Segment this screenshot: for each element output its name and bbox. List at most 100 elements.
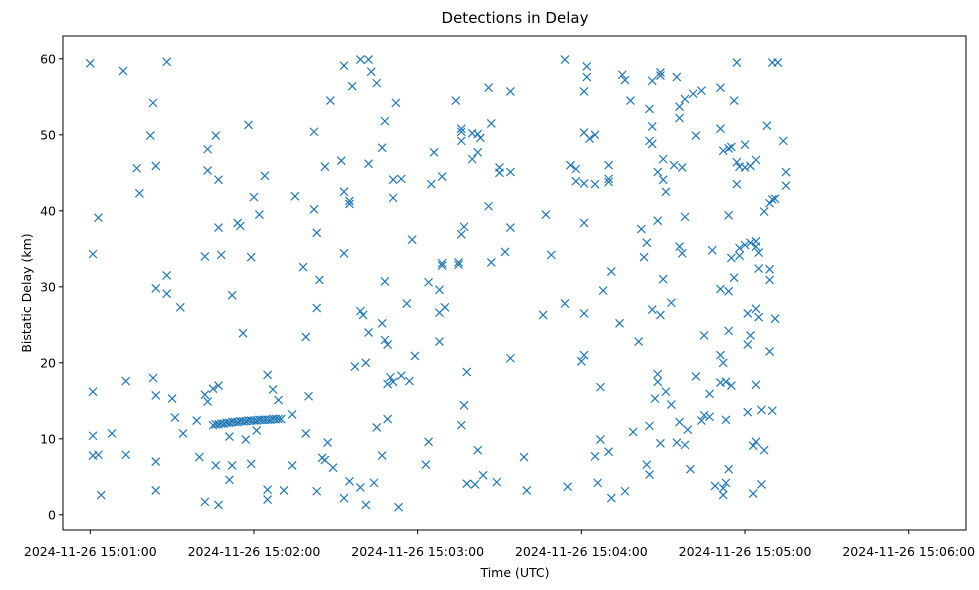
data-point [672,438,682,448]
data-point [459,222,469,232]
data-point [653,216,663,226]
data-point [756,405,766,415]
data-point [721,478,731,488]
data-point [396,371,406,381]
data-point [705,389,714,399]
data-point [546,250,556,260]
data-point [653,377,663,387]
data-point [339,187,349,197]
x-tick-label: 2024-11-26 15:01:00 [24,544,157,559]
data-point [301,429,311,438]
data-point [454,258,463,267]
data-point [541,210,551,220]
data-point [634,337,644,346]
data-point [238,328,248,338]
data-point [244,120,253,130]
data-point [579,179,589,188]
data-point [691,131,701,140]
data-point [454,260,463,270]
y-tick-label: 30 [40,279,56,294]
data-point [675,113,684,123]
data-point [462,367,472,377]
data-point [424,437,433,447]
data-point [759,207,769,216]
data-point [751,437,761,447]
data-point [339,61,349,71]
data-point [656,310,665,320]
data-point [647,139,657,149]
data-point [118,66,128,76]
data-point [328,463,338,473]
data-point [726,253,736,263]
data-point [675,102,684,112]
data-point [94,450,103,460]
data-point [606,267,616,277]
data-point [214,175,223,185]
data-point [194,452,204,462]
data-point [121,376,131,386]
data-point [647,122,657,131]
data-point [246,252,256,262]
data-point [754,264,764,273]
data-point [566,160,575,170]
data-point [410,351,420,361]
data-point [478,470,488,480]
data-point [364,327,373,337]
data-point [740,163,750,172]
data-point [492,477,502,487]
data-point [691,372,701,381]
data-point [636,224,646,234]
data-point [656,68,665,77]
data-point [435,285,444,295]
data-point [724,210,734,220]
data-point [519,452,529,462]
x-tick-label: 2024-11-26 15:05:00 [679,544,812,559]
data-point [740,240,750,250]
data-point [380,277,390,286]
data-point [451,96,461,106]
data-point [235,221,245,231]
data-point [615,318,624,328]
data-point [121,450,131,460]
data-point [781,167,791,177]
data-point [355,483,365,492]
data-point [680,440,690,450]
data-point [765,198,775,208]
data-point [658,175,668,185]
data-point [405,376,414,386]
data-point [473,445,483,455]
data-point [437,172,447,182]
data-point [151,283,161,293]
data-point [579,87,589,96]
y-tick-label: 10 [40,431,56,446]
data-point [88,387,98,397]
data-point [746,238,755,248]
data-point [724,464,734,474]
data-point [200,390,210,400]
data-point [456,136,466,146]
data-point [260,171,270,181]
data-point [402,299,412,308]
data-point [751,242,761,251]
data-point [440,302,450,312]
data-point [724,326,734,336]
data-point [298,262,308,272]
data-point [675,417,684,427]
y-axis-label: Bistatic Delay (km) [19,233,34,352]
data-point [677,163,687,172]
data-point [716,284,725,294]
data-point [505,167,515,177]
data-point [718,146,728,156]
data-point [456,420,466,430]
data-point [369,478,379,488]
data-point [732,58,742,68]
data-point [214,500,223,510]
data-point [756,479,766,489]
data-point [345,196,354,206]
x-tick-label: 2024-11-26 15:03:00 [351,544,484,559]
data-point [151,391,161,400]
data-point [770,314,780,324]
data-point [132,163,142,173]
data-point [751,155,761,165]
